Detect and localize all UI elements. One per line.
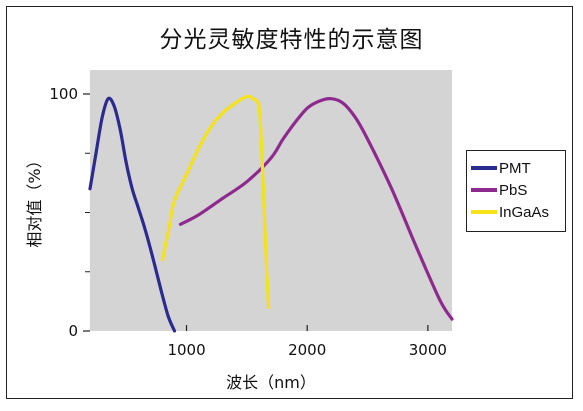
legend-swatch-ingaas <box>471 210 497 214</box>
legend-label-ingaas: InGaAs <box>499 203 550 221</box>
y-tick-label: 100 <box>49 85 78 103</box>
x-axis-label: 波长（nm） <box>226 373 316 392</box>
series-line-ingaas <box>160 94 271 309</box>
series-line-pmt <box>88 96 177 333</box>
chart-title: 分光灵敏度特性的示意图 <box>159 27 424 53</box>
series-line-pbs <box>178 97 454 321</box>
x-axis-ticks: 1000 2000 3000 <box>167 325 447 359</box>
x-tick-label: 3000 <box>409 341 447 359</box>
legend-label-pmt: PMT <box>499 159 531 177</box>
plot-area <box>90 70 452 331</box>
y-axis-label: 相对值（%） <box>25 152 44 247</box>
x-tick-label: 1000 <box>167 341 205 359</box>
y-tick-label: 0 <box>68 322 78 340</box>
legend-item-ingaas: InGaAs <box>471 201 565 223</box>
legend-label-pbs: PbS <box>499 181 528 199</box>
x-tick-label: 2000 <box>288 341 326 359</box>
y-axis-ticks: 0 100 <box>49 85 90 340</box>
legend-item-pbs: PbS <box>471 179 565 201</box>
legend-item-pmt: PMT <box>471 157 565 179</box>
legend: PMT PbS InGaAs <box>466 150 566 232</box>
legend-swatch-pmt <box>471 166 497 170</box>
legend-swatch-pbs <box>471 188 497 192</box>
series-layer <box>88 94 454 333</box>
